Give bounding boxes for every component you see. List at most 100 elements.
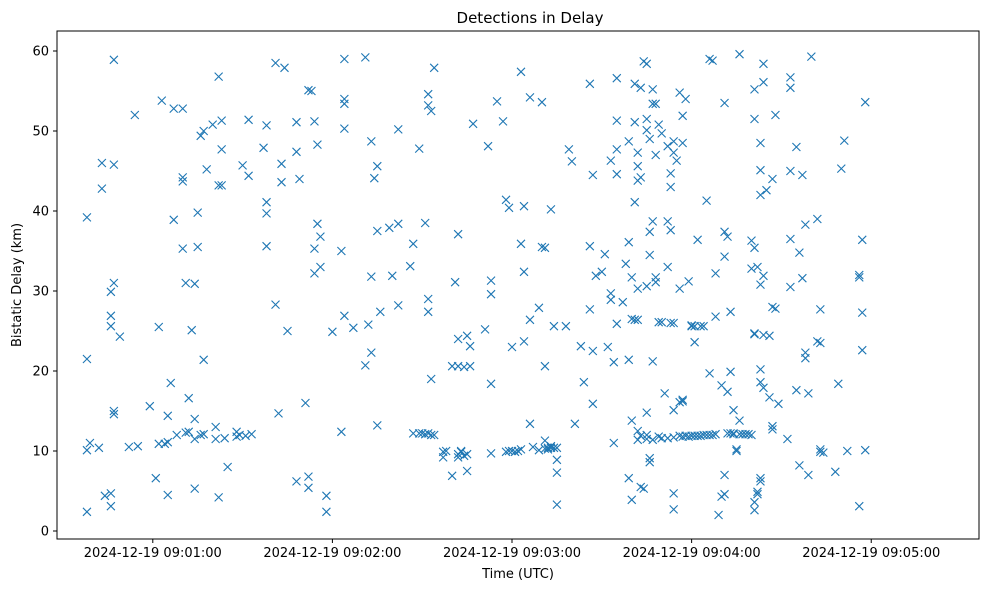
x-tick-label: 2024-12-19 09:05:00 [802,546,940,561]
data-points [82,49,870,520]
data-point [274,409,283,418]
data-point [483,141,493,151]
data-point [666,182,676,192]
data-point [693,235,702,245]
data-point [768,425,777,434]
data-point [393,125,403,134]
x-axis-label: Time (UTC) [481,567,554,582]
data-point [830,467,840,477]
data-point [181,428,191,437]
data-point [833,379,843,389]
data-point [339,54,349,64]
data-point [645,453,655,463]
data-point [447,471,457,481]
data-point [241,431,250,441]
data-point [190,414,200,424]
data-point [316,232,325,241]
data-point [372,421,382,430]
data-point [450,277,460,287]
data-point [669,148,679,157]
data-point [759,59,768,69]
data-point [726,307,735,317]
data-point [612,116,622,125]
data-point [100,491,110,501]
data-point [726,429,735,438]
data-point [663,217,673,226]
x-axis: 2024-12-19 09:01:00 2024-12-19 09:02:00 20… [84,539,940,561]
data-point [642,430,652,440]
data-point [516,445,526,454]
data-point [678,395,688,405]
data-point [759,77,768,87]
y-tick-label: 0 [41,525,49,540]
data-point [786,234,795,244]
data-point [304,472,313,481]
data-point [726,367,735,377]
data-point [534,303,544,313]
data-point [768,174,777,184]
data-point [456,446,466,456]
data-point [720,252,729,261]
data-point [163,437,173,447]
data-point [663,262,673,272]
y-tick-label: 50 [32,125,49,140]
data-point [534,445,544,455]
data-point [657,129,667,138]
data-point [244,115,253,125]
data-point [375,307,385,317]
data-point [645,227,655,237]
data-point [322,507,331,517]
data-point [109,160,119,169]
y-tick-label: 20 [32,365,49,380]
data-point [441,446,451,456]
data-point [633,435,643,445]
data-point [579,377,589,387]
data-point [486,276,496,285]
data-point [642,59,652,69]
data-point [169,215,179,225]
data-point [815,338,825,348]
data-point [85,438,95,448]
data-point [753,487,762,497]
data-point [732,445,741,454]
data-point [214,493,224,502]
data-point [486,289,496,299]
data-point [576,341,586,351]
data-point [800,220,810,229]
data-point [642,408,652,417]
data-point [363,320,373,329]
data-point [627,273,637,282]
data-point [732,446,741,456]
data-point [747,430,756,440]
data-point [339,311,349,321]
data-point [708,56,717,65]
data-point [633,161,643,171]
data-point [429,430,439,440]
data-point [648,357,658,366]
data-point [540,361,550,371]
data-point [217,116,227,125]
data-point [97,184,107,193]
data-point [612,169,622,179]
data-point [423,101,433,110]
data-point [336,246,346,256]
data-point [190,279,200,289]
data-point [711,269,720,278]
data-point [786,73,795,82]
data-point [271,300,280,309]
data-point [307,86,316,96]
data-point [184,393,194,403]
data-point [519,201,529,211]
data-point [666,318,676,328]
data-point [262,121,271,130]
data-point [747,264,756,273]
data-point [666,169,676,178]
data-point [552,455,562,465]
data-point [729,405,738,415]
x-tick-label: 2024-12-19 09:04:00 [623,546,761,561]
data-point [806,52,816,61]
data-point [196,131,206,141]
data-point [552,500,562,509]
data-point [453,453,463,462]
data-point [750,497,759,507]
